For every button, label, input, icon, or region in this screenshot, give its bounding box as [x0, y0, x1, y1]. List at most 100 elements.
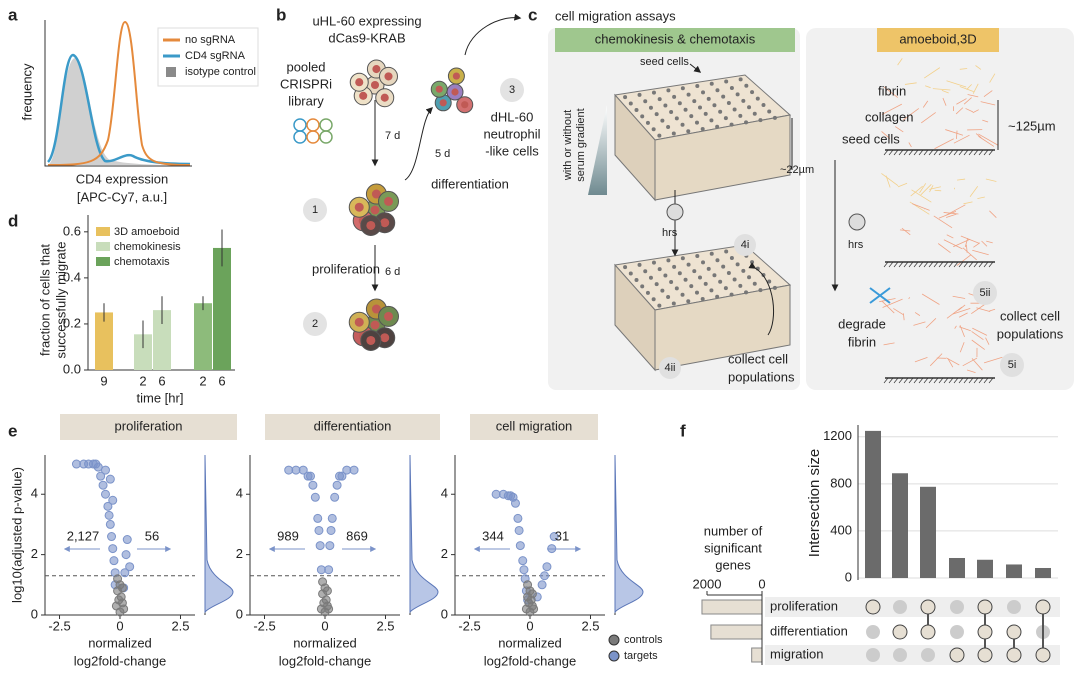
pore [752, 281, 757, 286]
hatch [898, 261, 904, 268]
panel-letter: a [8, 5, 18, 24]
title: cell migration assays [555, 8, 676, 23]
point [122, 535, 132, 545]
point [519, 565, 529, 575]
matrix-dot [950, 625, 964, 639]
pore [671, 131, 676, 136]
fiber [914, 356, 928, 363]
nucleus [439, 99, 447, 107]
pore [648, 275, 653, 280]
y-tick-label: 2 [441, 546, 448, 561]
hatch [903, 149, 909, 156]
header: chemokinesis & chemotaxis [595, 31, 756, 46]
y-tick-label: 0 [236, 606, 243, 621]
arrow [689, 63, 702, 73]
hatch [983, 149, 989, 156]
fiber [964, 238, 969, 248]
arrow [404, 107, 433, 181]
point [313, 513, 323, 523]
fiber [959, 86, 974, 92]
x-tick-label: 2.5 [376, 618, 394, 633]
fiber [929, 185, 934, 193]
pore [686, 129, 691, 134]
x-tick-label: -2.5 [458, 618, 480, 633]
nucleus [366, 220, 376, 230]
x-label: log2fold-change [279, 653, 372, 668]
pore [677, 271, 682, 276]
strip-title: cell migration [496, 418, 573, 433]
point [96, 471, 106, 481]
point [327, 513, 337, 523]
stage-badge [734, 234, 756, 256]
label: collagen [865, 109, 913, 124]
x-label: log2fold-change [484, 653, 577, 668]
y-tick-label: 0 [441, 606, 448, 621]
fiber [965, 108, 974, 113]
pore [706, 96, 711, 101]
pore [723, 116, 728, 121]
hatch [893, 149, 899, 156]
point [349, 465, 359, 475]
pore [724, 249, 729, 254]
hatch [883, 377, 889, 384]
y-label: log10(adjusted p-value) [9, 467, 24, 603]
fiber [953, 134, 970, 144]
label: hrs [848, 239, 864, 251]
y-tick-label: 1200 [823, 428, 852, 443]
set-axis-label: significant [704, 540, 762, 555]
point [310, 492, 320, 502]
y-tick-label: 4 [31, 486, 38, 501]
y-tick-label: 0 [845, 569, 852, 584]
fiber [975, 65, 982, 70]
point [326, 525, 336, 535]
pore [634, 107, 639, 112]
fiber [972, 109, 979, 114]
pore [648, 105, 653, 110]
pore [715, 88, 720, 93]
plasmid [293, 130, 307, 144]
fiber [962, 357, 978, 367]
bar [213, 247, 231, 370]
x-tick-label: 0 [321, 618, 328, 633]
pore [640, 284, 645, 289]
hatch [893, 377, 899, 384]
nucleus [370, 320, 380, 330]
hatch [988, 149, 994, 156]
hatch [898, 377, 904, 384]
pore [715, 258, 720, 263]
point [540, 571, 550, 581]
y-tick-label: 0.2 [63, 315, 81, 330]
legend-swatch [96, 257, 110, 266]
header-box [555, 28, 795, 52]
bar [194, 303, 212, 370]
label: collect cell [728, 351, 788, 366]
pore [666, 258, 671, 263]
pore [695, 83, 700, 88]
fiber [985, 337, 990, 345]
pore [718, 279, 723, 284]
hatch [958, 261, 964, 268]
set-label: differentiation [770, 623, 848, 638]
matrix-dot [921, 648, 935, 662]
bar [1006, 564, 1022, 578]
fiber [956, 254, 972, 266]
x-tick-label: 9 [100, 373, 107, 388]
fiber [963, 201, 973, 205]
point [506, 491, 516, 501]
set-bar [710, 624, 763, 640]
timer [666, 203, 684, 221]
point [98, 480, 108, 490]
point [105, 519, 115, 529]
hatch [918, 149, 924, 156]
x-tick-label: 2.5 [171, 618, 189, 633]
nucleus [384, 311, 394, 321]
fiber [908, 142, 912, 148]
pore [706, 266, 711, 271]
stage: 2 [312, 318, 318, 330]
point [537, 580, 547, 590]
fiber [971, 339, 985, 350]
pore [701, 260, 706, 265]
fiber [962, 247, 977, 261]
hatch [968, 149, 974, 156]
hatch [908, 377, 914, 384]
